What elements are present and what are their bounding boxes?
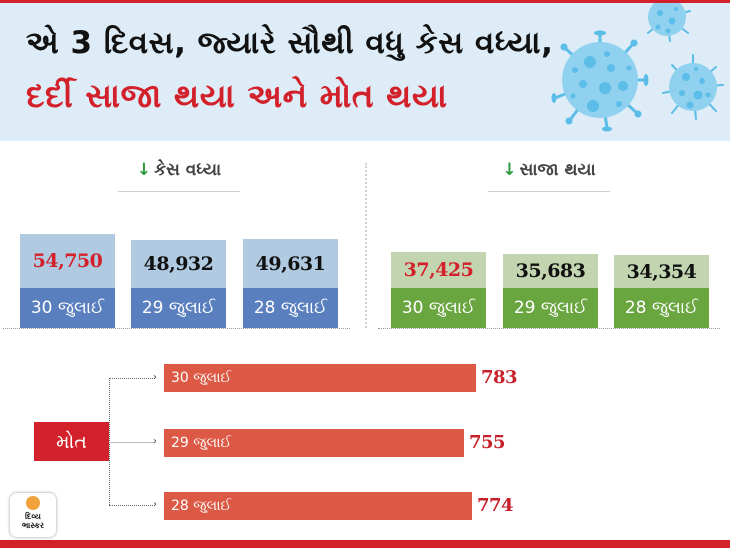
death-bar: 30 જુલાઈ xyxy=(164,364,476,392)
cases-baseline xyxy=(3,328,350,329)
cases-section-title: ↓ કેસ વધ્યા xyxy=(118,160,240,180)
section-divider xyxy=(365,163,367,328)
cases-card: 49,631 28 જુલાઈ xyxy=(243,239,338,328)
down-arrow-icon: ↓ xyxy=(136,160,152,180)
cases-value: 54,750 xyxy=(20,234,115,288)
deaths-label: મોત xyxy=(34,422,109,461)
cases-title-text: કેસ વધ્યા xyxy=(154,160,222,180)
top-accent-strip xyxy=(0,0,730,3)
logo-text-line2: ભાસ્કર xyxy=(21,521,45,530)
connector-line xyxy=(109,378,155,379)
chevron-right-icon: › xyxy=(153,436,157,447)
death-bar: 28 જુલાઈ xyxy=(164,492,472,520)
recovered-date: 29 જુલાઈ xyxy=(503,288,598,328)
header-banner: એ 3 દિવસ, જ્યારે સૌથી વધુ કેસ વધ્યા, દર્… xyxy=(0,3,730,141)
coronavirus-icon xyxy=(662,54,724,120)
coronavirus-icon xyxy=(647,3,691,42)
recovered-date: 30 જુલાઈ xyxy=(391,288,486,328)
headline-line-1: એ 3 દિવસ, જ્યારે સૌથી વધુ કેસ વધ્યા, xyxy=(26,25,554,61)
bottom-accent-strip xyxy=(0,540,730,548)
recovered-card: 35,683 29 જુલાઈ xyxy=(503,254,598,328)
death-value: 755 xyxy=(469,432,506,453)
cases-value: 49,631 xyxy=(243,239,338,288)
death-value: 774 xyxy=(477,495,514,516)
connector-line xyxy=(109,378,110,505)
connector-line xyxy=(109,505,155,506)
divya-bhaskar-logo: દિવ્ય ભાસ્કર xyxy=(10,493,56,537)
recovered-title-underline xyxy=(488,191,610,192)
death-bar-date: 29 જુલાઈ xyxy=(171,435,232,451)
cases-date: 30 જુલાઈ xyxy=(20,288,115,328)
death-bar: 29 જુલાઈ xyxy=(164,429,464,457)
recovered-section-title: ↓ સાજા થયા xyxy=(488,160,610,180)
cases-date: 28 જુલાઈ xyxy=(243,288,338,328)
death-value: 783 xyxy=(481,367,518,388)
logo-text-line1: દિવ્ય xyxy=(25,512,41,521)
sun-icon xyxy=(26,496,40,510)
cases-value: 48,932 xyxy=(131,240,226,288)
recovered-value: 35,683 xyxy=(503,254,598,288)
recovered-card: 34,354 28 જુલાઈ xyxy=(614,255,709,328)
chevron-right-icon: › xyxy=(153,372,157,383)
death-bar-date: 30 જુલાઈ xyxy=(171,370,232,386)
connector-line xyxy=(109,442,155,443)
recovered-card: 37,425 30 જુલાઈ xyxy=(391,252,486,328)
cases-card: 54,750 30 જુલાઈ xyxy=(20,234,115,328)
coronavirus-icon xyxy=(551,30,649,132)
recovered-value: 37,425 xyxy=(391,252,486,288)
headline-line-2: દર્દી સાજા થયા અને મોત થયા xyxy=(26,76,448,115)
cases-date: 29 જુલાઈ xyxy=(131,288,226,328)
recovered-title-text: સાજા થયા xyxy=(519,160,596,180)
recovered-baseline xyxy=(378,328,720,329)
cases-card: 48,932 29 જુલાઈ xyxy=(131,240,226,328)
recovered-value: 34,354 xyxy=(614,255,709,288)
down-arrow-icon: ↓ xyxy=(502,160,517,180)
chevron-right-icon: › xyxy=(153,499,157,510)
cases-title-underline xyxy=(118,191,240,192)
recovered-date: 28 જુલાઈ xyxy=(614,288,709,328)
death-bar-date: 28 જુલાઈ xyxy=(171,498,232,514)
